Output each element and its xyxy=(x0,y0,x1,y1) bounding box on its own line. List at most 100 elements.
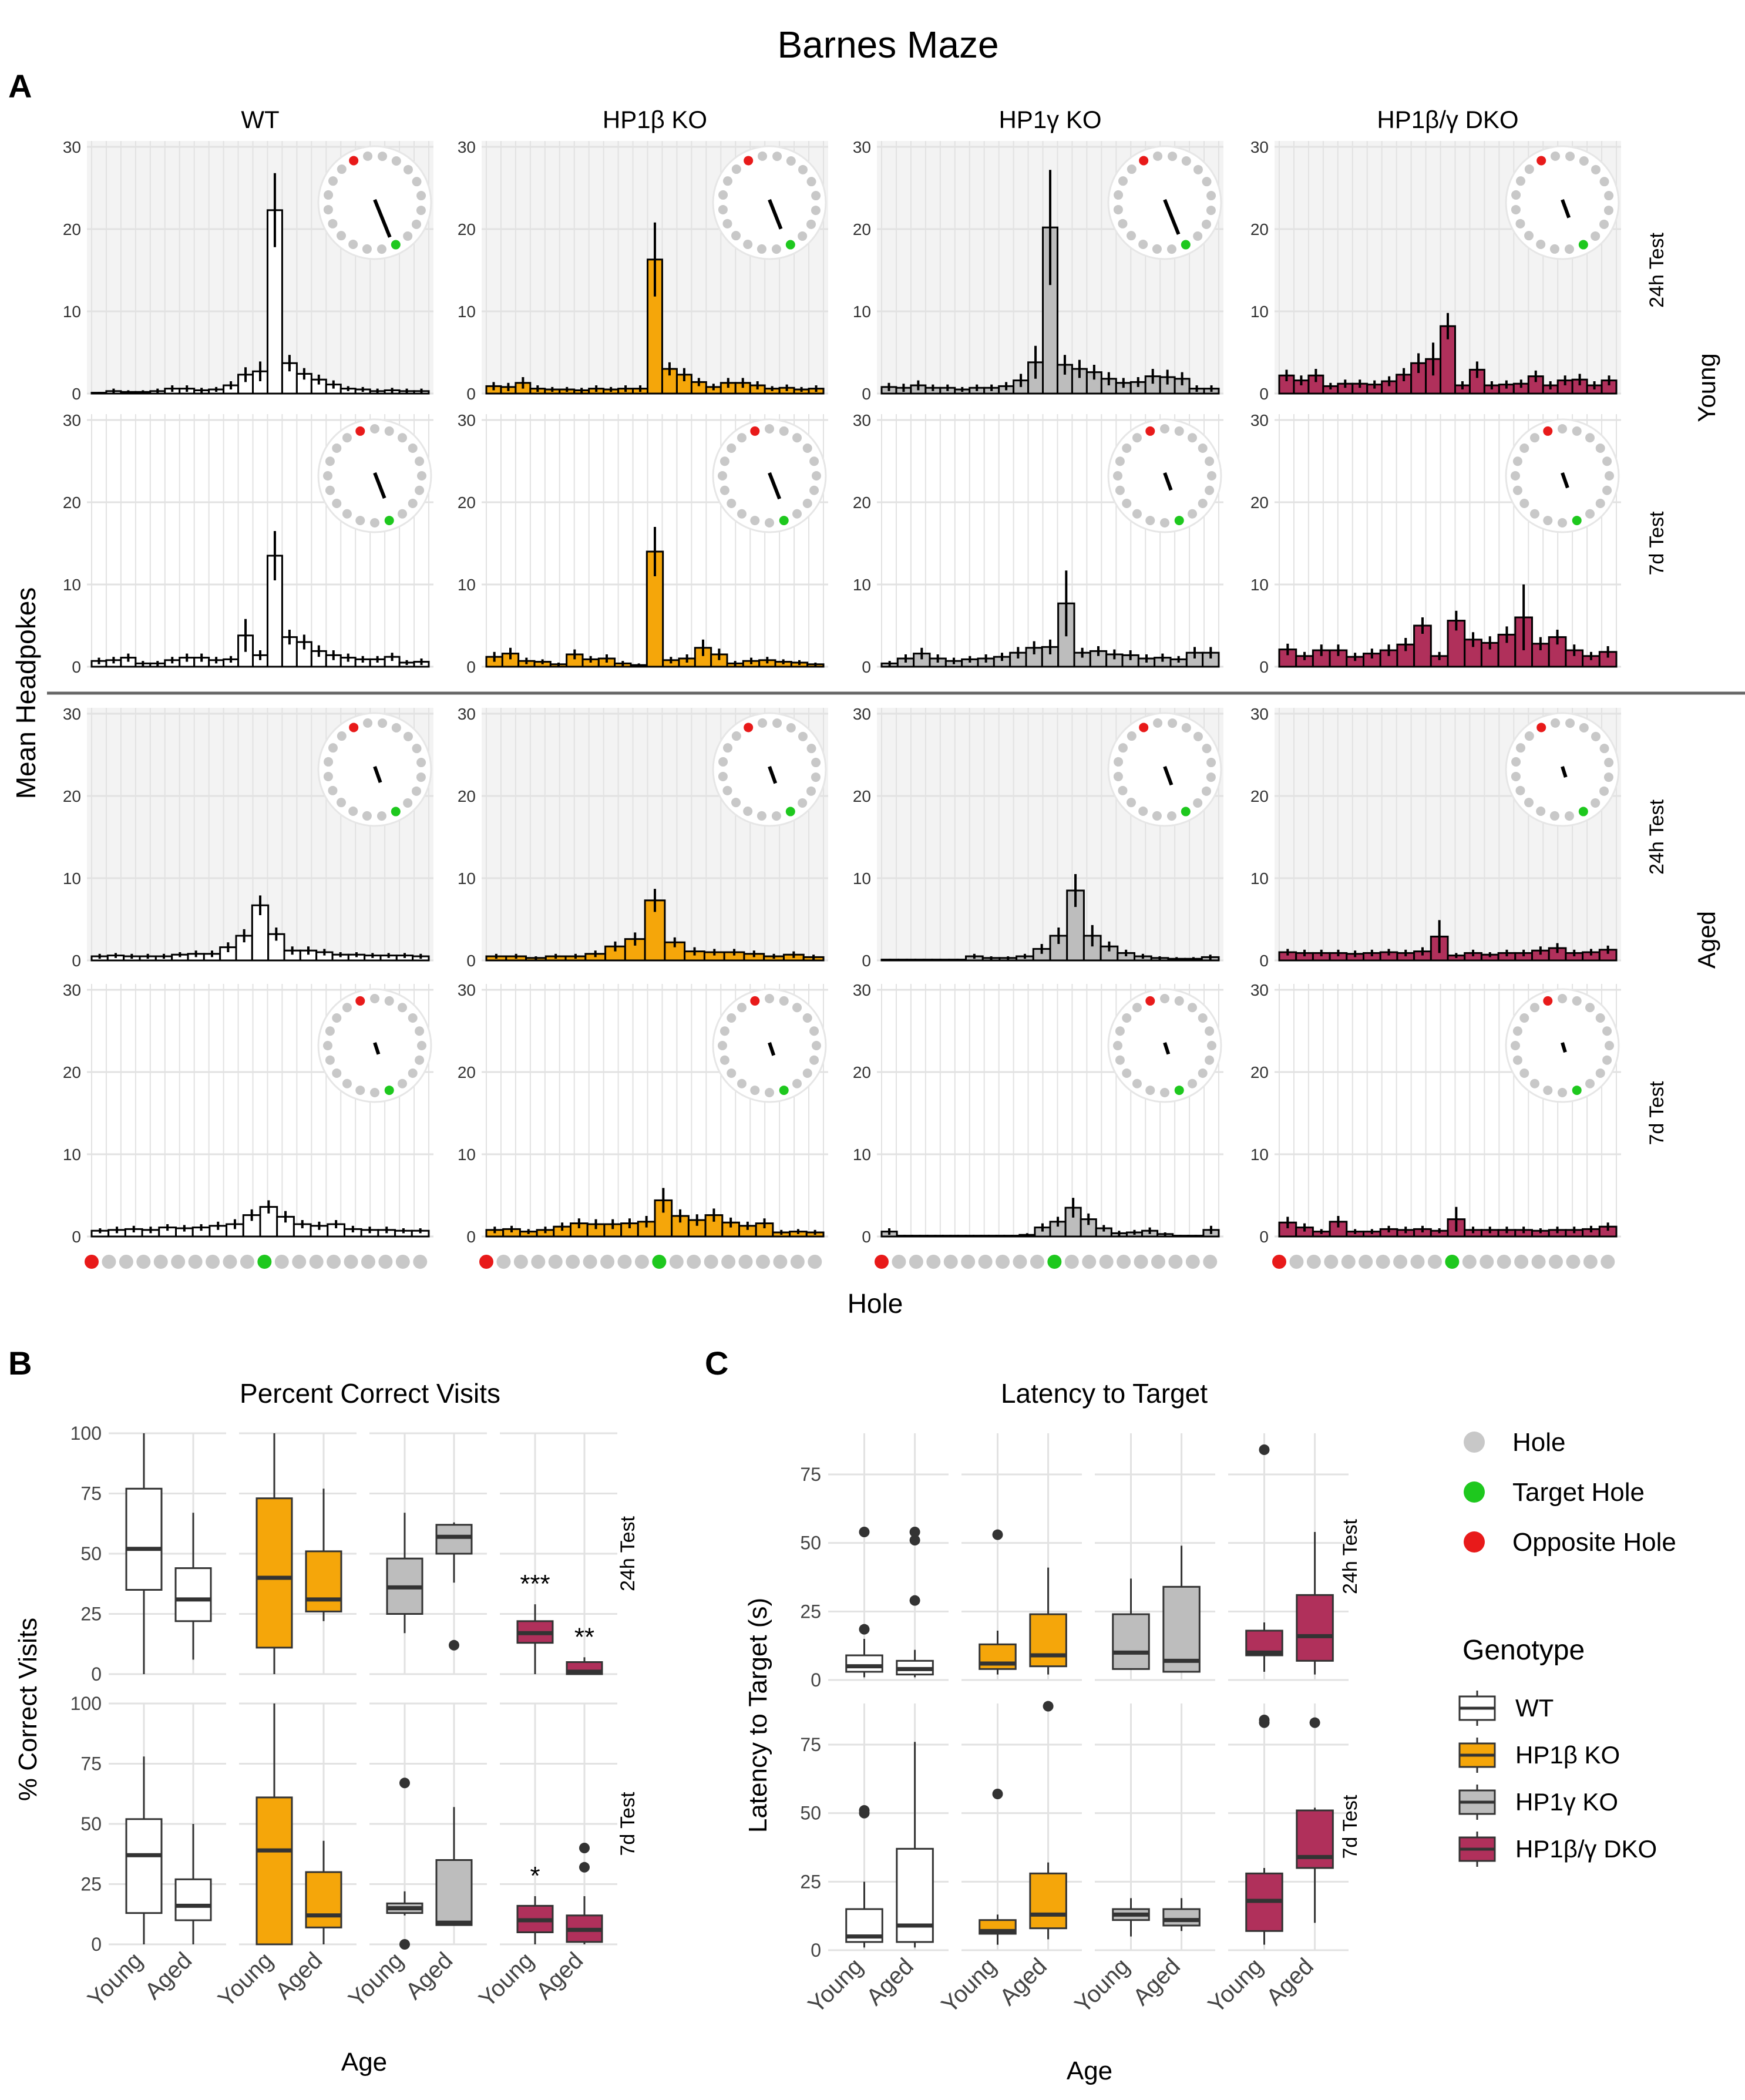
inset-hole xyxy=(1205,1026,1215,1036)
outlier-point xyxy=(449,1639,459,1651)
inset-hole xyxy=(812,1041,821,1050)
inset-target-hole xyxy=(384,1086,394,1096)
facet-hp1-ko-aged-7d-test xyxy=(877,984,1223,1238)
column-header-hp1-ko: HP1β KO xyxy=(603,106,707,133)
inset-hole xyxy=(786,723,796,733)
box xyxy=(174,1878,212,1921)
inset-hole xyxy=(1114,190,1124,200)
legend-swatch-target-hole xyxy=(1464,1481,1485,1503)
inset-hole xyxy=(718,471,727,481)
inset-hole xyxy=(1529,433,1539,443)
y-tick-label: 30 xyxy=(853,981,871,999)
inset-hole xyxy=(332,1013,342,1023)
inset-hole xyxy=(1602,1055,1612,1065)
column-header-wt: WT xyxy=(241,106,279,133)
inset-target-hole xyxy=(785,807,795,817)
y-tick-label: 0 xyxy=(811,1940,821,1961)
inset-hole xyxy=(1511,757,1521,767)
box xyxy=(125,1487,163,1591)
y-tick-label: 30 xyxy=(63,411,81,429)
box-facet-hp1-ko-24h-test xyxy=(1095,1433,1215,1681)
inset-hole xyxy=(1604,758,1614,768)
inset-hole xyxy=(1127,798,1137,808)
significance-label: ** xyxy=(574,1622,594,1651)
inset-hole xyxy=(1558,518,1567,527)
inset-opposite-hole xyxy=(1543,426,1553,436)
outlier-point xyxy=(909,1527,920,1537)
box-facet-hp1-dko-24h-test: ***** xyxy=(500,1432,617,1675)
y-tick-label: 20 xyxy=(853,787,871,805)
y-tick-label: 10 xyxy=(1250,576,1269,594)
inset-hole xyxy=(1536,240,1546,250)
inset-hole xyxy=(1595,1069,1605,1078)
axis-opposite-hole xyxy=(1272,1255,1286,1269)
inset-hole xyxy=(718,757,728,767)
box-facet-hp1-ko-24h-test xyxy=(369,1432,487,1675)
strip-label-test: 7d Test xyxy=(1646,511,1668,576)
y-tick-label: 30 xyxy=(458,705,476,723)
inset-hole xyxy=(1114,757,1124,767)
inset-hole xyxy=(416,206,426,216)
inset-hole xyxy=(1595,1013,1605,1023)
axis-hole xyxy=(395,1255,410,1269)
inset-hole xyxy=(376,811,386,821)
inset-hole xyxy=(1551,151,1561,161)
axis-hole xyxy=(961,1255,976,1269)
inset-hole xyxy=(731,731,741,741)
axis-hole xyxy=(1151,1255,1165,1269)
facet-hp1-ko-young-24h-test xyxy=(482,141,828,395)
inset-hole xyxy=(348,807,358,817)
inset-hole xyxy=(1198,443,1208,453)
inset-hole xyxy=(1599,786,1609,796)
axis-hole xyxy=(1306,1255,1321,1269)
inset-hole xyxy=(416,772,426,782)
box xyxy=(1029,1613,1067,1668)
inset-hole xyxy=(798,798,808,808)
inset-hole xyxy=(731,164,741,174)
inset-hole xyxy=(727,1069,737,1078)
inset-hole xyxy=(1207,1041,1216,1050)
inset-hole xyxy=(719,1055,729,1065)
inset-hole xyxy=(415,456,425,466)
inset-hole xyxy=(403,231,413,241)
inset-target-hole xyxy=(384,516,394,526)
y-tick-label: 0 xyxy=(811,1669,821,1691)
inset-hole xyxy=(806,744,816,754)
y-tick-label: 0 xyxy=(72,658,81,676)
inset-hole xyxy=(362,244,372,254)
inset-hole xyxy=(332,1069,342,1078)
inset-hole xyxy=(1551,718,1561,728)
inset-hole xyxy=(750,1086,760,1096)
inset-hole xyxy=(765,994,774,1003)
inset-hole xyxy=(786,156,796,166)
y-tick-label: 10 xyxy=(1250,1145,1269,1164)
inset-hole xyxy=(1160,994,1169,1003)
inset-hole xyxy=(328,219,338,229)
inset-hole xyxy=(1118,176,1128,186)
inset-hole xyxy=(325,1055,335,1065)
inset-hole xyxy=(1512,456,1522,466)
x-axis-label: Age xyxy=(1067,2057,1112,2085)
inset-hole xyxy=(398,1078,408,1088)
inset-hole xyxy=(1599,744,1609,754)
y-tick-label: 30 xyxy=(853,138,871,156)
inset-hole xyxy=(1206,206,1216,216)
inset-hole xyxy=(1512,1055,1522,1065)
axis-target-hole xyxy=(1047,1255,1062,1269)
inset-hole xyxy=(718,204,728,214)
outlier-point xyxy=(579,1843,590,1853)
y-tick-label: 30 xyxy=(458,138,476,156)
inset-hole xyxy=(1174,996,1184,1006)
inset-hole xyxy=(408,1069,418,1078)
y-tick-label: 50 xyxy=(800,1533,821,1554)
inset-opposite-hole xyxy=(744,723,754,733)
axis-hole xyxy=(892,1255,906,1269)
inset-hole xyxy=(1585,433,1595,443)
bar xyxy=(1413,624,1432,668)
inset-vector xyxy=(1561,1042,1567,1053)
inset-hole xyxy=(398,1003,408,1013)
y-tick-label: 20 xyxy=(458,220,476,238)
inset-hole xyxy=(1543,1086,1553,1096)
inset-opposite-hole xyxy=(1145,996,1155,1006)
